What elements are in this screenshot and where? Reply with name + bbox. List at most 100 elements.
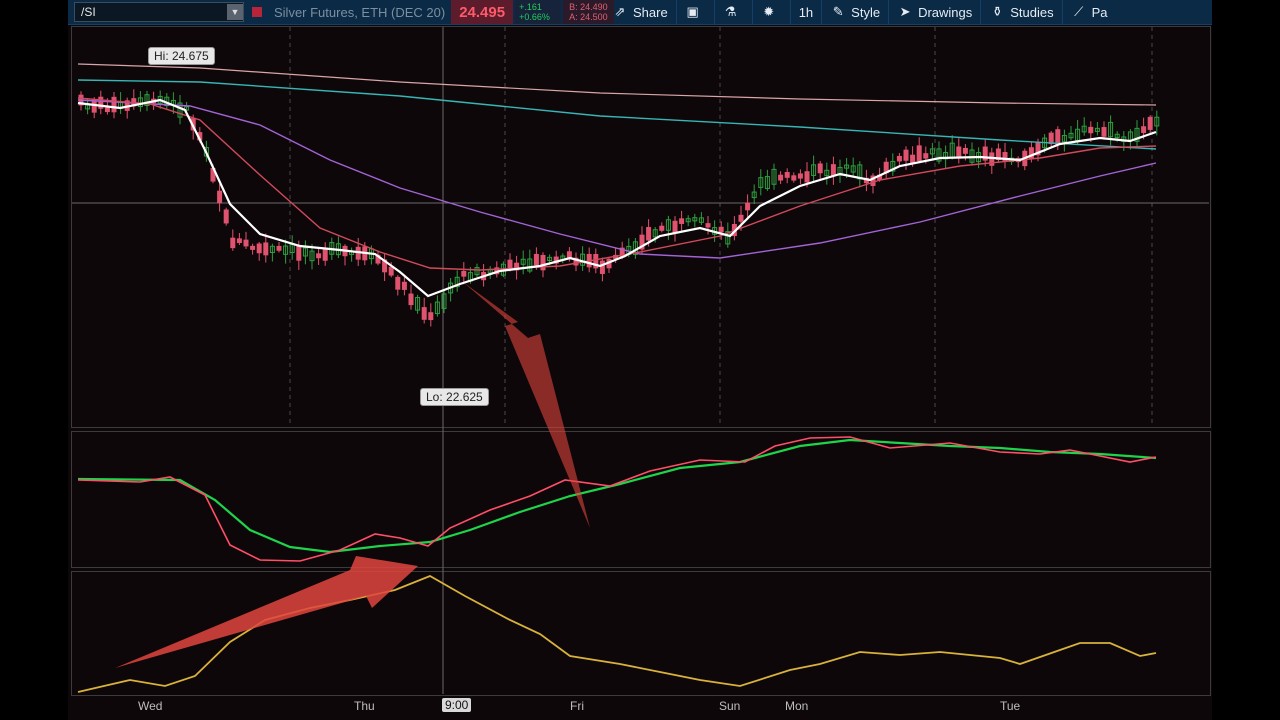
- style-icon: ✎: [832, 4, 844, 19]
- last-price: 24.495: [451, 0, 514, 24]
- candle-body: [1141, 126, 1147, 133]
- candle-body: [804, 171, 810, 183]
- candle-body: [144, 94, 150, 107]
- snapshot-button[interactable]: ▣: [677, 0, 715, 24]
- studies-label: Studies: [1010, 4, 1054, 20]
- candle-body: [217, 190, 223, 204]
- candle-body: [639, 234, 645, 250]
- volume-oscillator-panel[interactable]: [71, 571, 1211, 696]
- lab-button[interactable]: ⚗: [715, 0, 753, 24]
- candle-body: [474, 267, 480, 276]
- chevron-down-icon[interactable]: ▼: [227, 4, 243, 20]
- toolbar-actions: ⇗ Share ▣ ⚗ ✹ 1h ✎ Style ➤ Drawings ⚱ Studie…: [604, 0, 1116, 24]
- oscillator-yellow-line: [77, 575, 1157, 693]
- share-icon: ⇗: [614, 4, 626, 19]
- candle-body: [250, 245, 256, 250]
- candle-body: [896, 155, 902, 162]
- style-button[interactable]: ✎ Style: [822, 0, 890, 24]
- x-label-thu: Thu: [354, 699, 375, 713]
- candle-body: [593, 254, 599, 269]
- candle-body: [1101, 127, 1107, 137]
- candle-body: [1068, 132, 1074, 139]
- candle-body: [547, 256, 553, 262]
- candle-body: [685, 218, 691, 223]
- candle-body: [1134, 127, 1140, 142]
- oscillator-red-line: [77, 436, 1157, 562]
- drawings-button[interactable]: ➤ Drawings: [889, 0, 982, 24]
- candle-body: [890, 160, 896, 172]
- candle-body: [764, 176, 770, 190]
- candle-body: [441, 293, 447, 309]
- candle-body: [916, 145, 922, 162]
- flask-icon: ⚗: [724, 4, 737, 19]
- candle-body: [692, 217, 698, 222]
- time-axis: Wed Thu 9:00 Fri Sun Mon Tue: [68, 696, 1212, 720]
- timeframe-label: 1h: [798, 4, 814, 20]
- candle-body: [705, 223, 711, 228]
- symbol-selector[interactable]: /SI ▼: [74, 2, 244, 22]
- candle-body: [910, 154, 916, 164]
- chart-toolbar: /SI ▼ Silver Futures, ETH (DEC 20) 24.49…: [68, 0, 1212, 25]
- candle-body: [652, 229, 658, 238]
- oscillator-green-line: [77, 438, 1157, 554]
- chart-window: [68, 0, 1212, 720]
- candle-body: [1114, 133, 1120, 139]
- candle-body: [98, 96, 104, 109]
- candle-body: [283, 245, 289, 255]
- candle-body: [243, 239, 249, 247]
- oscillator-panel[interactable]: [71, 431, 1211, 568]
- ask-price: A: 24.500: [569, 12, 608, 22]
- x-label-fri: Fri: [570, 699, 584, 713]
- style-label: Style: [851, 4, 881, 20]
- candle-body: [745, 202, 751, 211]
- candle-body: [296, 245, 302, 261]
- candle-body: [111, 96, 117, 113]
- candle-body: [923, 153, 929, 159]
- candle-body: [137, 97, 143, 108]
- studies-button[interactable]: ⚱ Studies: [981, 0, 1063, 24]
- candle-body: [817, 163, 823, 174]
- candle-body: [962, 147, 968, 154]
- x-label-tue: Tue: [1000, 699, 1021, 713]
- candle-body: [421, 307, 427, 320]
- candle-body: [276, 245, 282, 251]
- candle-body: [223, 209, 229, 224]
- candle-body: [236, 238, 242, 244]
- symbol-text[interactable]: /SI: [81, 5, 96, 19]
- change-percent: +0.66%: [519, 12, 550, 22]
- candle-body: [936, 148, 942, 162]
- candle-body: [1048, 132, 1054, 145]
- ma-fast-line: [77, 98, 1157, 298]
- candle-body: [599, 260, 605, 274]
- x-label-wed: Wed: [138, 699, 163, 713]
- candle-body: [177, 102, 183, 118]
- patterns-button[interactable]: ⟋ Pa: [1063, 0, 1116, 24]
- gear-icon: ✹: [763, 4, 775, 19]
- candle-body: [751, 191, 757, 199]
- candle-body: [533, 253, 539, 266]
- drawings-label: Drawings: [918, 4, 973, 20]
- candle-body: [725, 231, 731, 245]
- price-panel[interactable]: [71, 26, 1211, 428]
- settings-button[interactable]: ✹: [753, 0, 791, 24]
- candle-body: [230, 237, 236, 249]
- flask-icon: ⚱: [991, 4, 1003, 19]
- candle-body: [646, 227, 652, 241]
- camera-icon: ▣: [686, 4, 699, 19]
- candle-body: [718, 226, 724, 233]
- timeframe-button[interactable]: 1h: [791, 0, 823, 24]
- candle-body: [665, 219, 671, 231]
- candle-body: [309, 250, 315, 262]
- candle-body: [269, 245, 275, 254]
- candle-body: [824, 169, 830, 177]
- candle-body: [850, 165, 856, 173]
- candle-body: [784, 172, 790, 178]
- annotation-arrow-right: [115, 556, 418, 668]
- candle-body: [995, 148, 1001, 161]
- candle-body: [698, 217, 704, 223]
- candle-body: [395, 276, 401, 290]
- share-button[interactable]: ⇗ Share: [604, 0, 677, 24]
- candle-body: [837, 166, 843, 176]
- symbol-link-icon[interactable]: [252, 7, 262, 17]
